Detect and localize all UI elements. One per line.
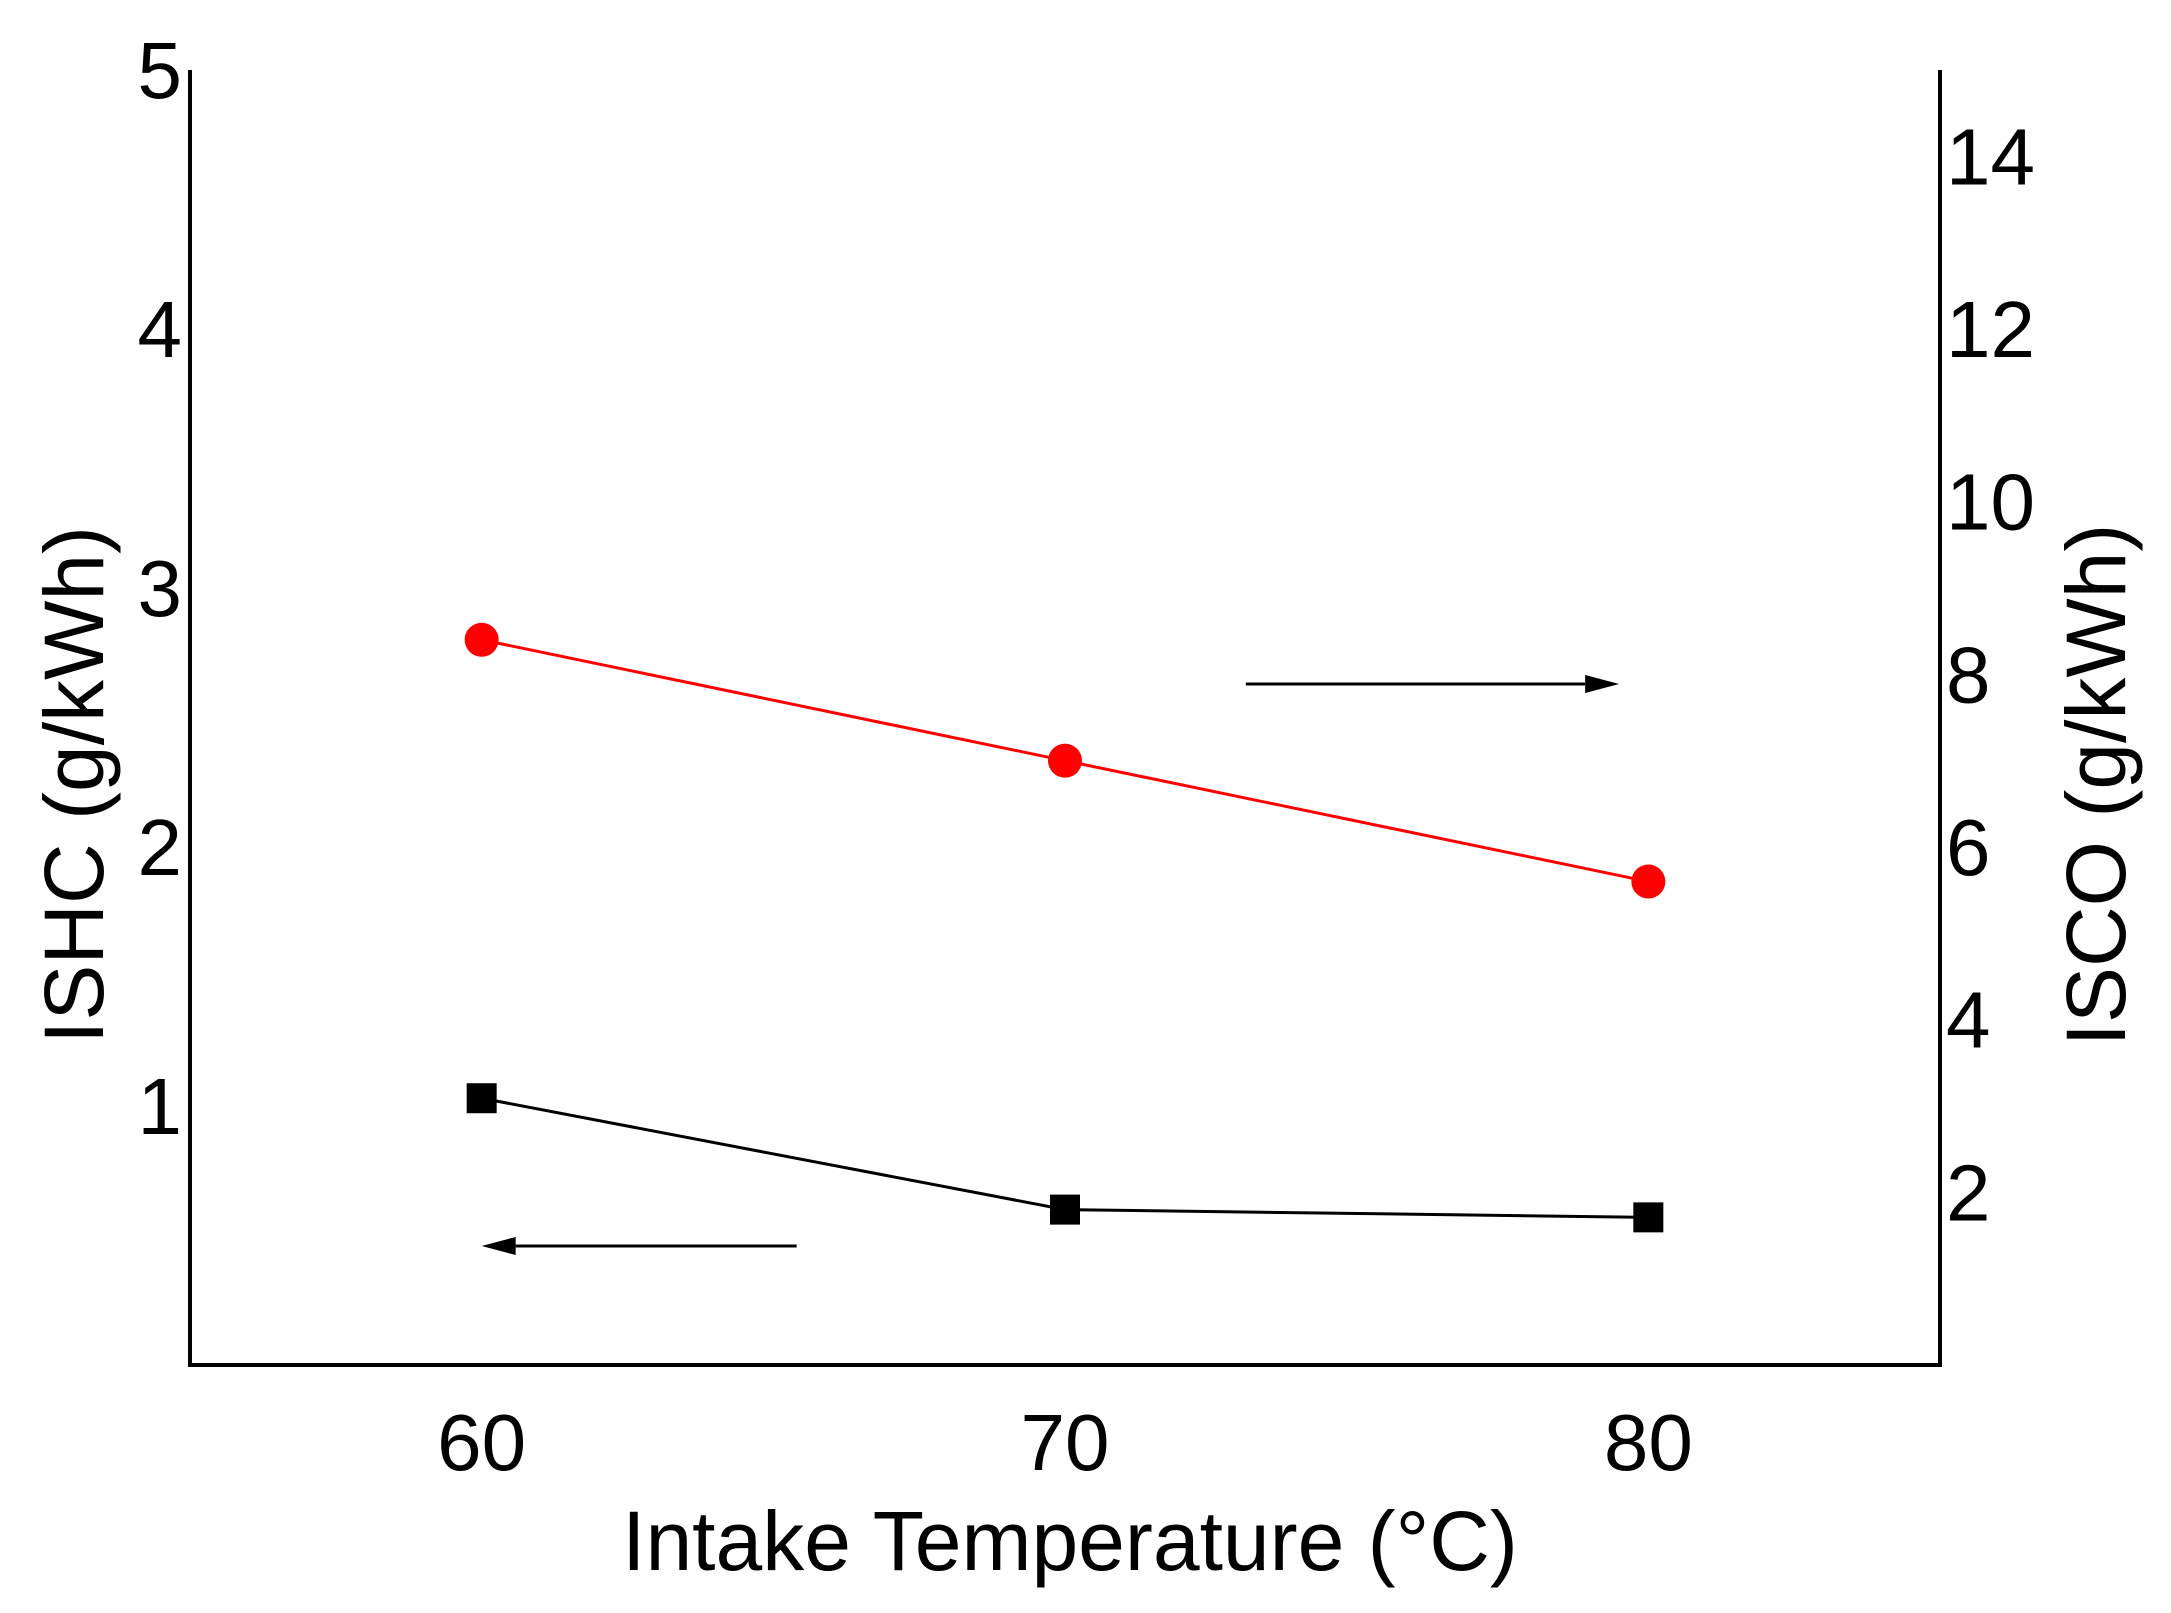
left-y-tick-label: 3	[138, 544, 183, 633]
left-y-tick-label: 5	[138, 26, 183, 115]
data-point-ishc	[1050, 1194, 1080, 1225]
right-y-tick-label: 10	[1946, 458, 2035, 547]
x-tick-label: 70	[1021, 1398, 1110, 1487]
right-y-tick-label: 14	[1946, 112, 2035, 201]
left-y-tick-label: 1	[138, 1062, 183, 1151]
annotations	[481, 675, 1620, 1255]
data-point-isco	[1631, 864, 1666, 899]
right-y-tick-label: 12	[1946, 285, 2035, 374]
left-y-tick-label: 4	[138, 285, 183, 374]
left-y-tick-label: 2	[138, 803, 183, 892]
right-y-tick-label: 4	[1946, 976, 1991, 1065]
data-point-ishc	[466, 1083, 497, 1114]
right-y-tick-label: 2	[1946, 1148, 1991, 1237]
data-point-ishc	[1633, 1202, 1664, 1233]
axes	[188, 70, 1942, 1367]
series-layer	[464, 622, 1666, 1233]
right-y-axis-title: ISCO (g/kWh)	[2049, 524, 2143, 1047]
x-tick-label: 60	[437, 1398, 526, 1487]
data-point-isco	[464, 622, 499, 657]
right-y-tick-label: 8	[1946, 630, 1991, 719]
x-axis-title: Intake Temperature (°C)	[622, 1494, 1518, 1588]
arrow-left-ishc-head	[481, 1237, 516, 1255]
x-tick-label: 80	[1604, 1398, 1693, 1487]
arrow-right-isco-head	[1585, 675, 1620, 693]
left-y-axis-title: ISHC (g/kWh)	[27, 526, 121, 1044]
data-point-isco	[1048, 743, 1082, 778]
right-y-tick-label: 6	[1946, 803, 1991, 892]
